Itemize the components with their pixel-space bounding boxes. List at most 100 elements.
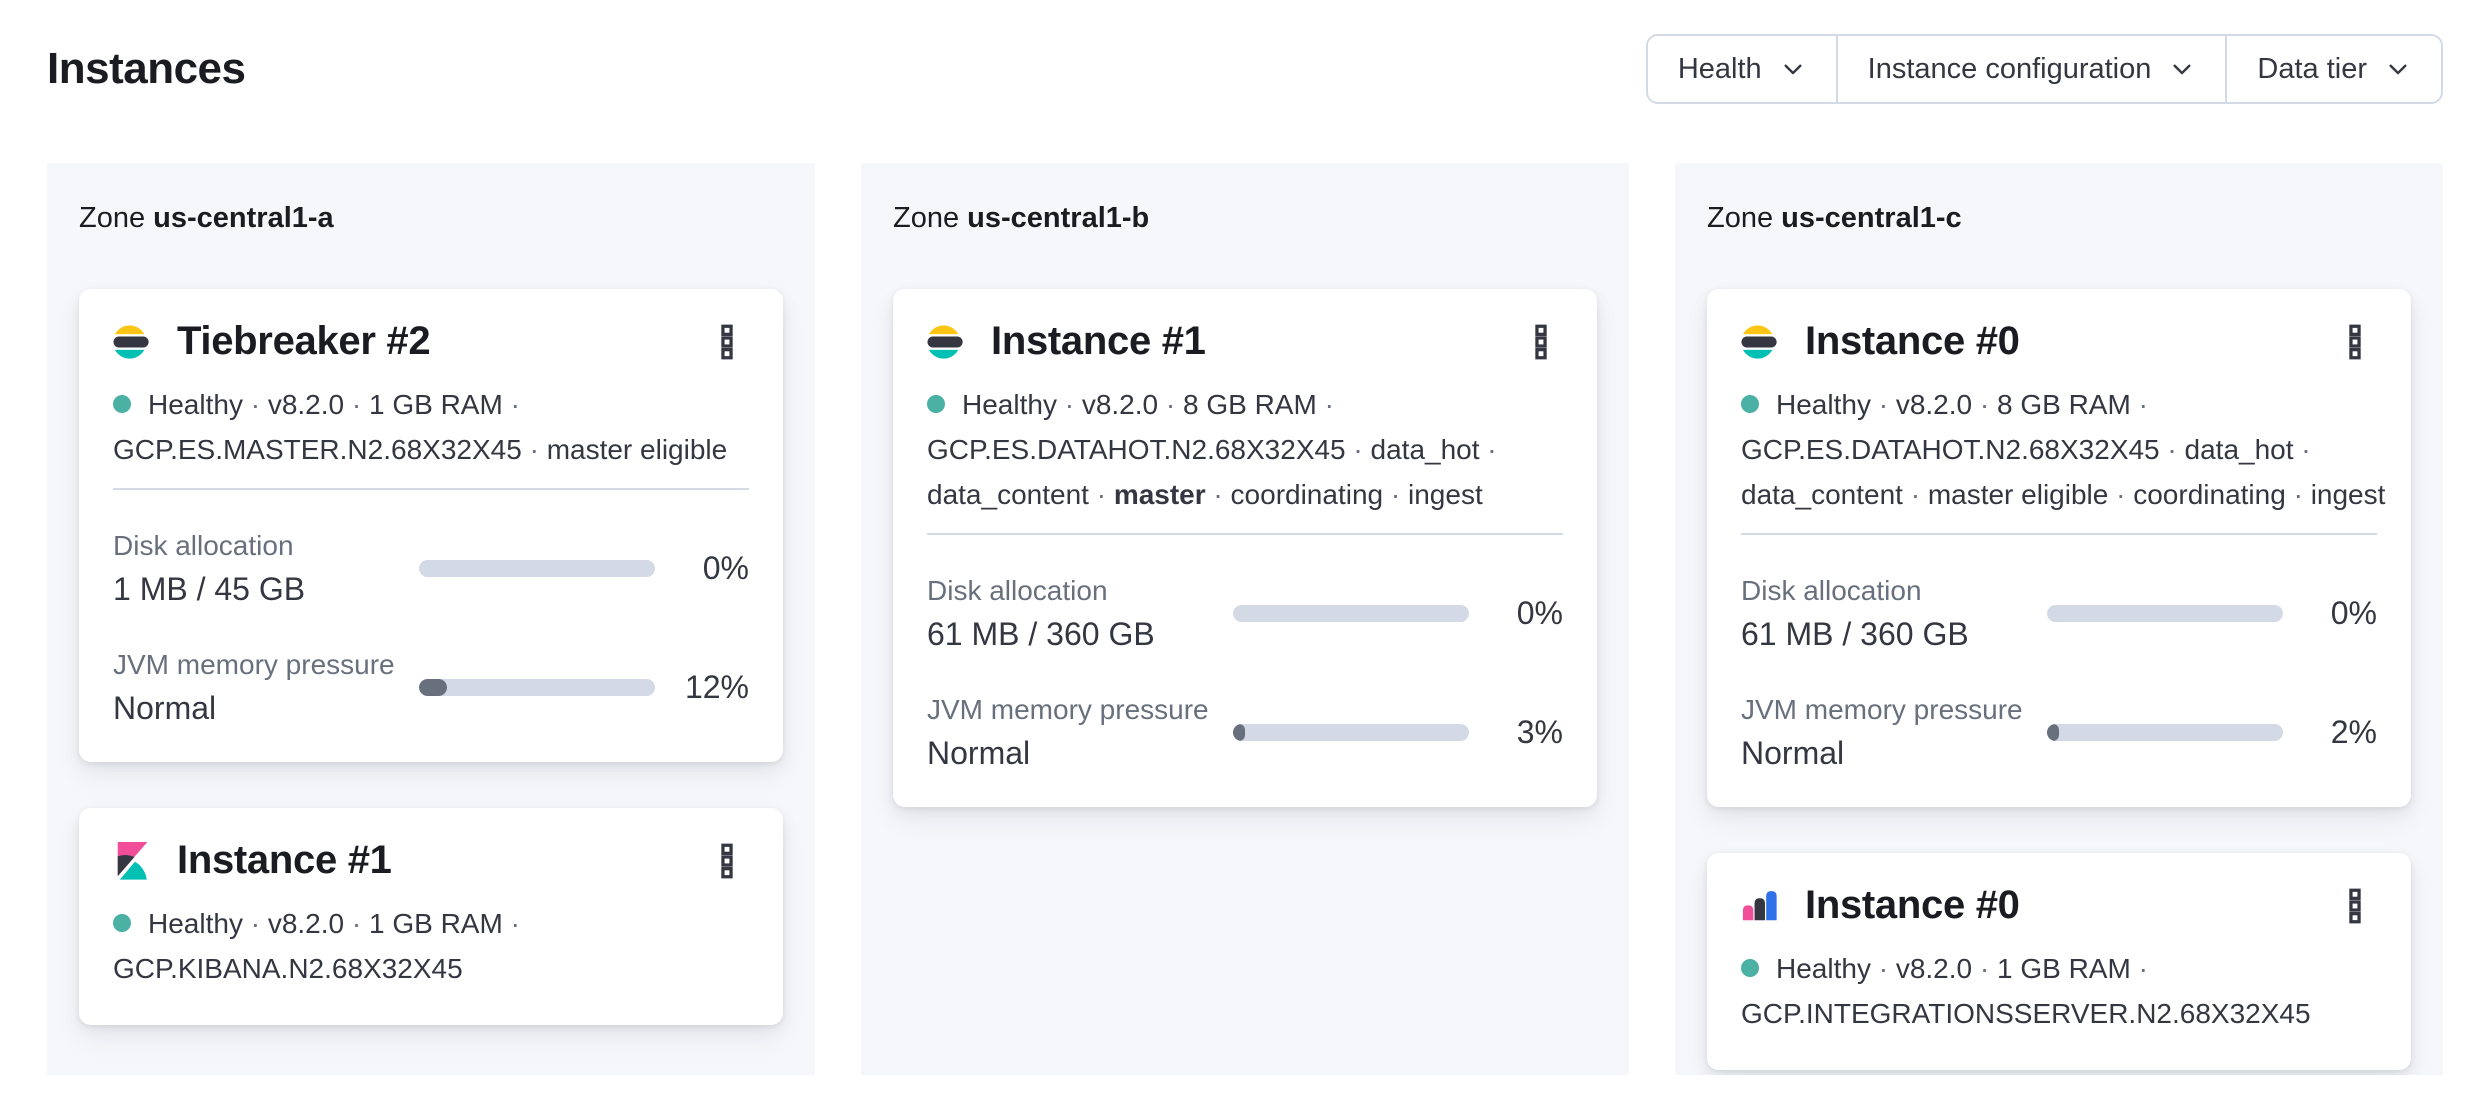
progress-bar-fill bbox=[419, 679, 448, 696]
zone-panel-us-central1-a: Zone us-central1-a Tiebreaker #2 Healthy… bbox=[47, 163, 815, 1075]
metric-text: Disk allocation 61 MB / 360 GB bbox=[927, 573, 1219, 654]
health-status-dot bbox=[113, 395, 131, 413]
filter-button-instance-configuration[interactable]: Instance configuration bbox=[1835, 36, 2226, 102]
progress-bar-fill bbox=[1233, 724, 1245, 741]
integrations-server-logo bbox=[1741, 887, 1779, 925]
metric-label: Disk allocation bbox=[1741, 575, 1922, 606]
metric-row: Disk allocation 61 MB / 360 GB 0% bbox=[1741, 573, 2377, 654]
chevron-down-icon bbox=[2389, 64, 2407, 75]
metric-label: JVM memory pressure bbox=[1741, 694, 2023, 725]
metric-text: Disk allocation 61 MB / 360 GB bbox=[1741, 573, 2033, 654]
zone-panel-us-central1-b: Zone us-central1-b Instance #1 Healthy ·… bbox=[861, 163, 1629, 1075]
health-status-dot bbox=[927, 395, 945, 413]
instance-card: Instance #1 Healthy · v8.2.0 · 1 GB RAM … bbox=[79, 808, 783, 1025]
meta-line: GCP.ES.MASTER.N2.68X32X45 · master eligi… bbox=[113, 434, 728, 465]
filter-button-health[interactable]: Health bbox=[1647, 36, 1836, 102]
elasticsearch-logo-icon bbox=[927, 324, 963, 359]
meta-line: GCP.KIBANA.N2.68X32X45 bbox=[113, 953, 463, 984]
kebab-menu-button[interactable] bbox=[705, 839, 749, 883]
meta-line: data_content · master eligible · coordin… bbox=[1741, 479, 2386, 510]
kibana-logo-icon bbox=[117, 841, 148, 880]
instances-page: Instances Health Instance configuration … bbox=[0, 34, 2490, 1102]
metric-value: Normal bbox=[927, 735, 1031, 771]
metric-value: Normal bbox=[113, 690, 217, 726]
metric-text: Disk allocation 1 MB / 45 GB bbox=[113, 528, 405, 609]
boxes-vertical-icon bbox=[1535, 324, 1547, 359]
card-title: Instance #0 bbox=[1805, 319, 2020, 363]
progress-bar bbox=[1233, 605, 1469, 622]
zone-name: us-central1-a bbox=[153, 202, 334, 234]
card-title: Instance #1 bbox=[991, 319, 1206, 363]
boxes-vertical-icon bbox=[721, 324, 733, 359]
elasticsearch-logo bbox=[927, 323, 965, 361]
progress-bar bbox=[419, 560, 655, 577]
card-divider bbox=[927, 533, 1563, 535]
card-header: Tiebreaker #2 bbox=[113, 319, 749, 364]
chevron-down-icon bbox=[1784, 64, 1802, 75]
zones-grid: Zone us-central1-a Tiebreaker #2 Healthy… bbox=[47, 163, 2443, 1075]
metric-value: 1 MB / 45 GB bbox=[113, 571, 306, 607]
status-line: Healthy · v8.2.0 · 8 GB RAM · bbox=[1741, 382, 2377, 427]
meta-line: GCP.INTEGRATIONSSERVER.N2.68X32X45 bbox=[1741, 998, 2311, 1029]
zone-name: us-central1-b bbox=[967, 202, 1150, 234]
health-status-dot bbox=[113, 914, 131, 932]
status-line: Healthy · v8.2.0 · 1 GB RAM · bbox=[113, 382, 749, 427]
meta-line: GCP.ES.DATAHOT.N2.68X32X45 · data_hot · bbox=[1741, 434, 2311, 465]
metric-text: JVM memory pressure Normal bbox=[1741, 692, 2033, 773]
filter-label: Data tier bbox=[2257, 52, 2367, 85]
metric-label: JVM memory pressure bbox=[927, 694, 1209, 725]
progress-bar bbox=[2047, 724, 2283, 741]
metric-row: JVM memory pressure Normal 12% bbox=[113, 647, 749, 728]
kebab-menu-button[interactable] bbox=[1519, 320, 1563, 364]
card-title: Instance #0 bbox=[1805, 883, 2020, 927]
chevron-down-icon bbox=[2173, 64, 2191, 75]
zone-label: Zone us-central1-b bbox=[893, 202, 1150, 234]
metric-label: Disk allocation bbox=[927, 575, 1108, 606]
metric-percent: 3% bbox=[1516, 714, 1563, 750]
status-line: Healthy · v8.2.0 · 1 GB RAM · bbox=[113, 901, 749, 946]
metric-text: JVM memory pressure Normal bbox=[927, 692, 1219, 773]
filter-button-data-tier[interactable]: Data tier bbox=[2225, 36, 2441, 102]
boxes-vertical-icon bbox=[2349, 888, 2361, 923]
metric-label: Disk allocation bbox=[113, 530, 294, 561]
kebab-menu-button[interactable] bbox=[2333, 884, 2377, 928]
meta-line: GCP.ES.DATAHOT.N2.68X32X45 · data_hot · bbox=[927, 434, 1497, 465]
metric-percent: 0% bbox=[2330, 595, 2377, 631]
metric-label: JVM memory pressure bbox=[113, 649, 395, 680]
kibana-logo bbox=[113, 841, 151, 880]
status-line: Healthy · v8.2.0 · 1 GB RAM · bbox=[1741, 946, 2377, 991]
health-status-dot bbox=[1741, 959, 1759, 977]
metric-percent: 0% bbox=[1516, 595, 1563, 631]
filter-label: Instance configuration bbox=[1867, 52, 2152, 85]
card-header: Instance #1 bbox=[927, 319, 1563, 364]
kebab-menu-button[interactable] bbox=[2333, 320, 2377, 364]
zone-label: Zone us-central1-a bbox=[79, 202, 334, 234]
zone-panel-us-central1-c: Zone us-central1-c Instance #0 Healthy ·… bbox=[1675, 163, 2443, 1075]
metric-row: Disk allocation 61 MB / 360 GB 0% bbox=[927, 573, 1563, 654]
zone-name: us-central1-c bbox=[1781, 202, 1962, 234]
metric-text: JVM memory pressure Normal bbox=[113, 647, 405, 728]
elasticsearch-logo-icon bbox=[113, 324, 149, 359]
kebab-menu-button[interactable] bbox=[705, 320, 749, 364]
metric-row: Disk allocation 1 MB / 45 GB 0% bbox=[113, 528, 749, 609]
progress-bar bbox=[419, 679, 655, 696]
instance-card: Instance #0 Healthy · v8.2.0 · 8 GB RAM … bbox=[1707, 289, 2411, 807]
status-line: Healthy · v8.2.0 · 8 GB RAM · bbox=[927, 382, 1563, 427]
metric-row: JVM memory pressure Normal 3% bbox=[927, 692, 1563, 773]
metric-percent: 12% bbox=[684, 669, 749, 705]
progress-bar bbox=[2047, 605, 2283, 622]
filter-group: Health Instance configuration Data tier bbox=[1645, 34, 2443, 104]
filter-label: Health bbox=[1677, 52, 1762, 85]
elasticsearch-logo-icon bbox=[1741, 324, 1777, 359]
zone-label: Zone us-central1-c bbox=[1707, 202, 1962, 234]
card-divider bbox=[1741, 533, 2377, 535]
boxes-vertical-icon bbox=[721, 843, 733, 878]
elasticsearch-logo bbox=[113, 323, 151, 361]
metric-percent: 0% bbox=[702, 550, 749, 586]
instance-card: Instance #1 Healthy · v8.2.0 · 8 GB RAM … bbox=[893, 289, 1597, 807]
header-row: Instances Health Instance configuration … bbox=[47, 34, 2443, 104]
elasticsearch-logo bbox=[1741, 323, 1779, 361]
integrations-server-logo-icon bbox=[1742, 890, 1777, 920]
meta-line: data_content · master · coordinating · i… bbox=[927, 479, 1483, 510]
card-header: Instance #1 bbox=[113, 838, 749, 883]
